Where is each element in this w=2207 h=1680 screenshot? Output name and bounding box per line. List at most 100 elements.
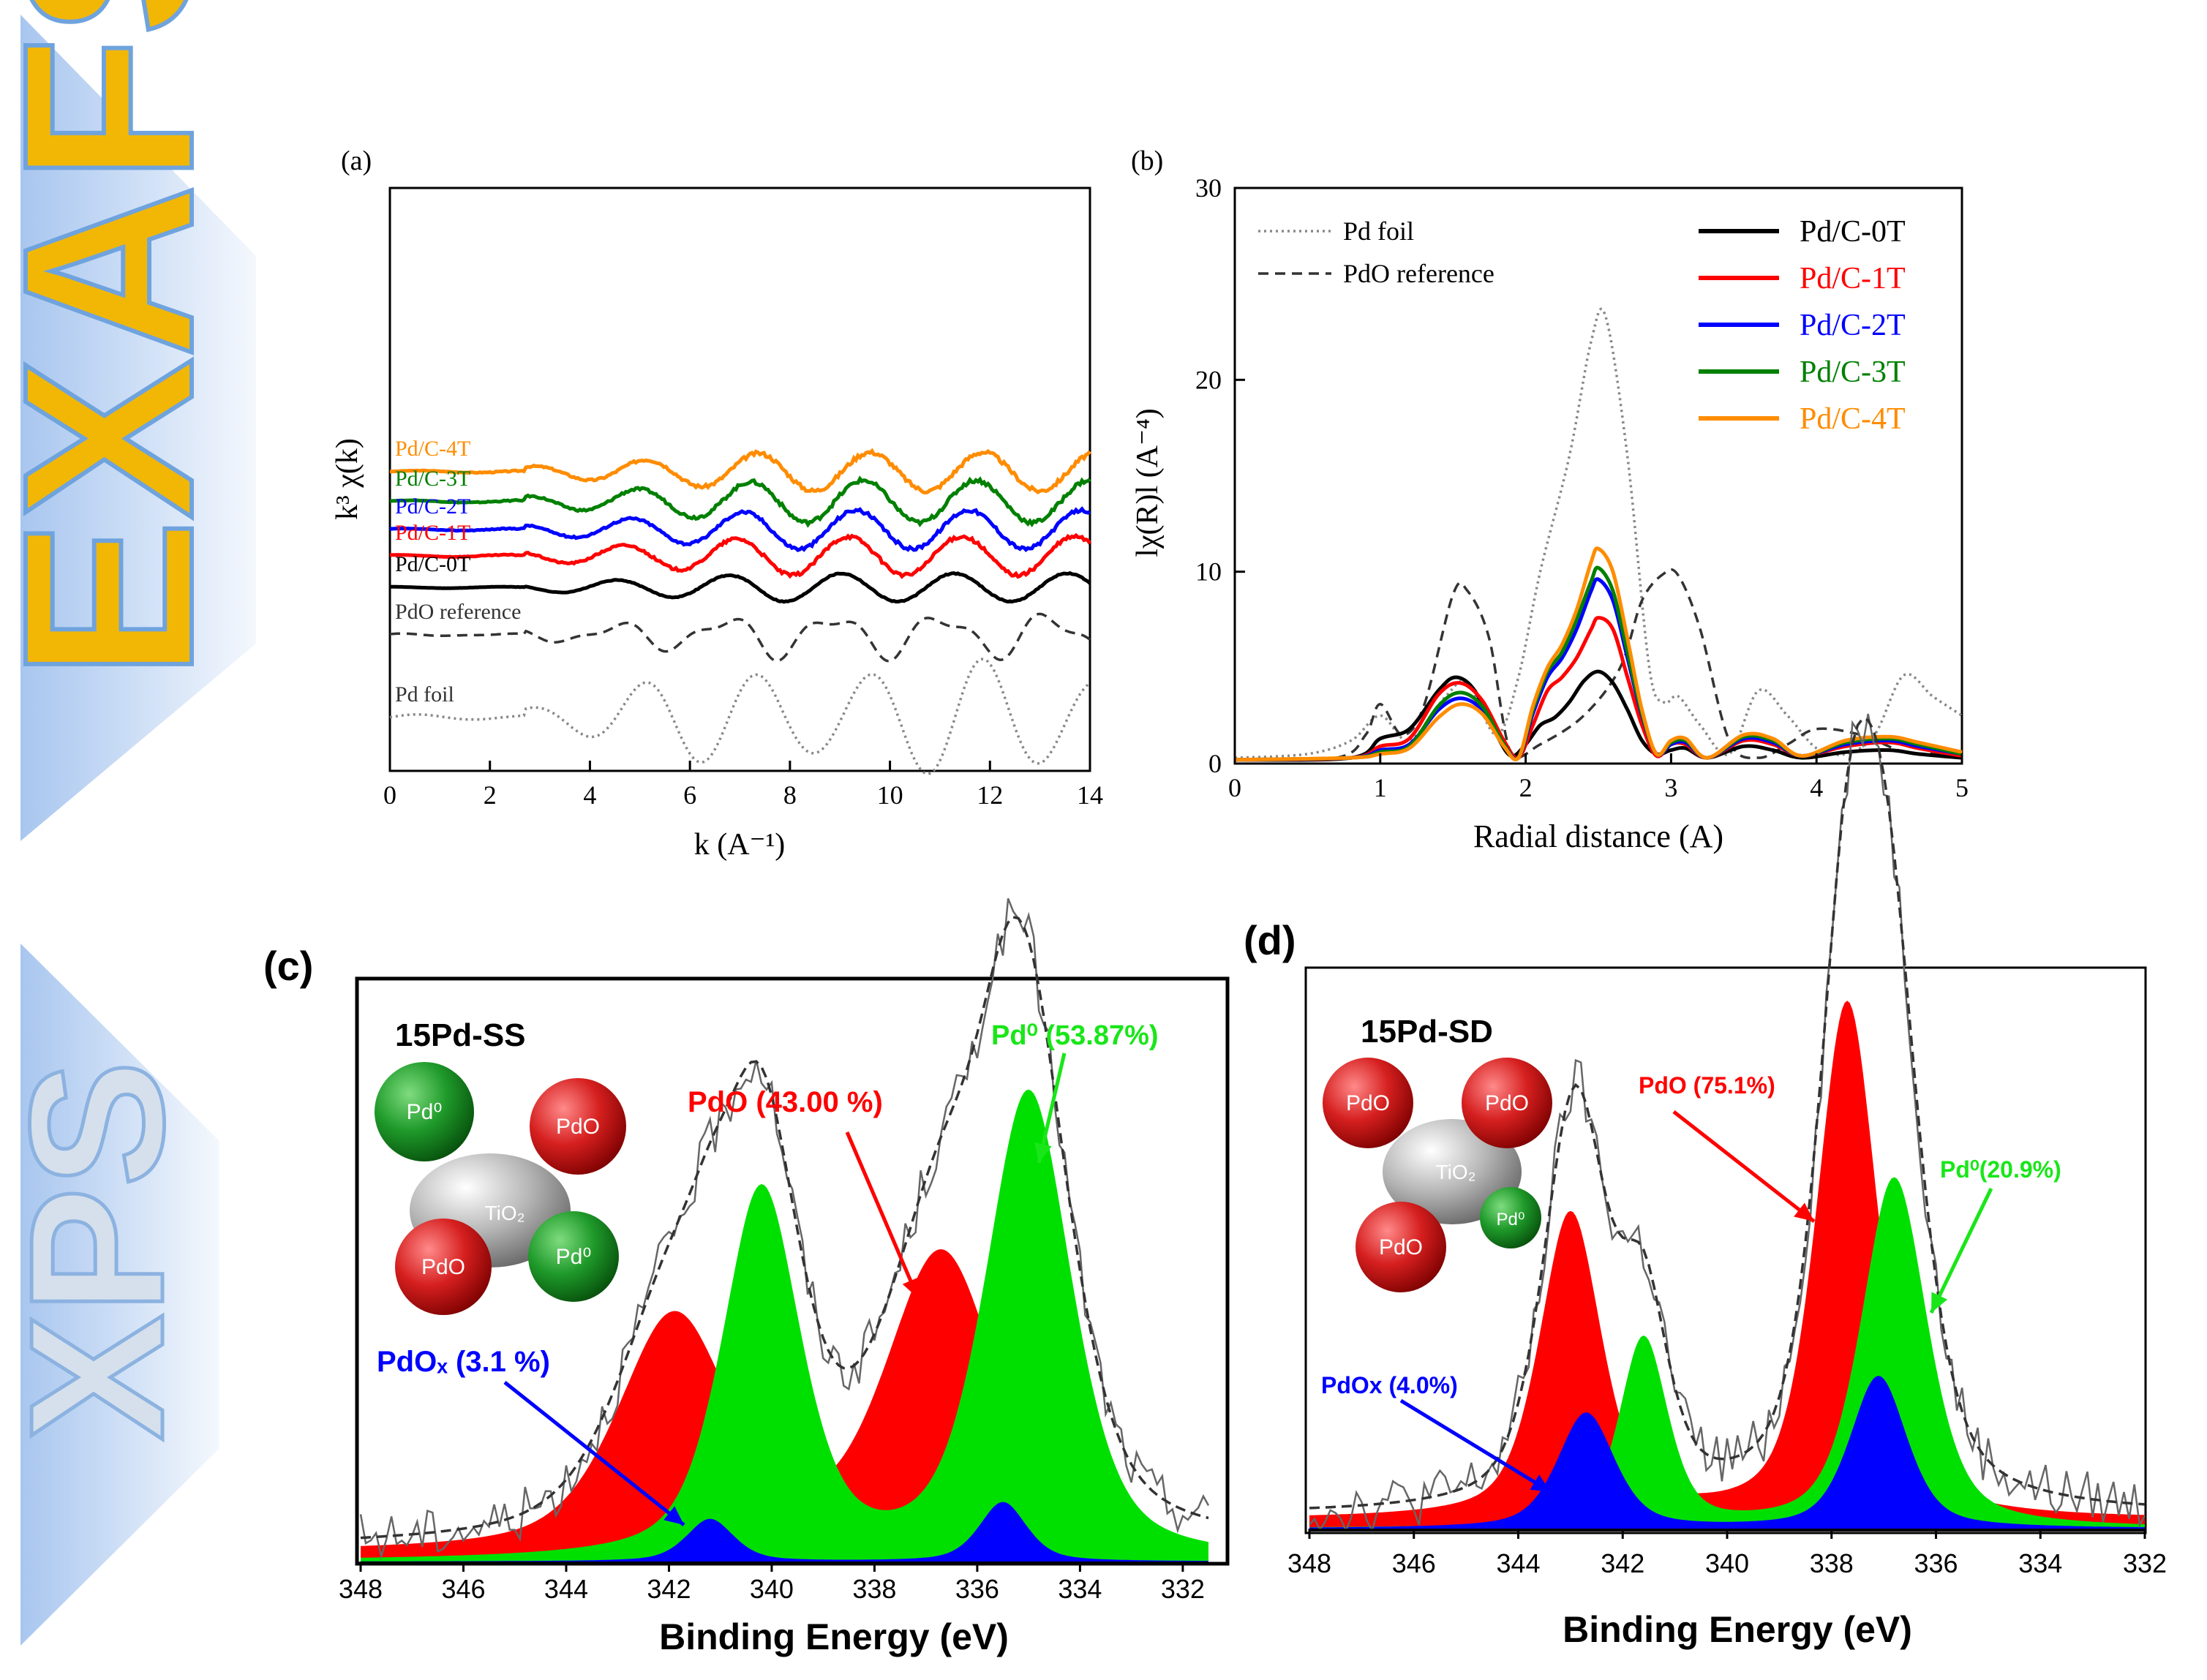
panel-d-pd0-particle <box>1480 1187 1541 1248</box>
panel-b-legend-label: Pd/C-2T <box>1800 309 1906 342</box>
panel-c-pd0-particle <box>375 1062 474 1161</box>
panel-d-component-pd-20-9 <box>1309 1177 2145 1529</box>
panel-a-x-tick-label: 6 <box>683 780 696 810</box>
panel-b-y-tick-label: 10 <box>1195 557 1222 587</box>
panel-d-fit-envelope <box>1309 716 2146 1510</box>
panel-a-series-label: Pd/C-3T <box>395 467 470 491</box>
panel-d-x-tick-label: 340 <box>1705 1548 1749 1578</box>
panel-d-raw-spectrum <box>1309 713 2146 1534</box>
panel-d-x-tick-label: 332 <box>2123 1548 2167 1578</box>
panel-b-legend-label: Pd/C-1T <box>1800 262 1906 295</box>
panel-b-legend-label: Pd/C-4T <box>1800 402 1906 436</box>
panel-d-x-tick-label: 348 <box>1287 1548 1331 1578</box>
panel-c-annotation-arrowhead <box>663 1506 684 1525</box>
panel-c-sample-label: 15Pd-SS <box>395 1017 526 1053</box>
panel-b-x-tick-label: 3 <box>1664 773 1677 802</box>
panel-d-label: (d) <box>1244 917 1296 963</box>
panel-d-particle-label: PdO <box>1485 1091 1529 1115</box>
panel-a-frame <box>388 187 1091 772</box>
panel-c-x-tick-label: 332 <box>1161 1574 1205 1604</box>
panel-d-x-tick-label: 334 <box>2018 1548 2062 1578</box>
panel-c-x-tick-label: 348 <box>339 1574 383 1604</box>
panel-d-annotation-arrow <box>1399 1398 1552 1494</box>
panel-b-legend-label: Pd/C-0T <box>1800 215 1906 249</box>
panel-b-series-pdo-reference <box>1234 568 1963 762</box>
panel-d-x-tick-label: 342 <box>1601 1548 1644 1578</box>
panel-c-annotation-arrow <box>503 1381 685 1526</box>
panel-a-series-pd-c-0t <box>389 570 1091 604</box>
panel-a-y-axis-label: k³ χ(k) <box>331 438 364 520</box>
panel-c-particle-label: PdO <box>421 1255 465 1279</box>
panel-c-particle-label: PdO <box>556 1115 600 1139</box>
panel-a-series-label: PdO reference <box>395 600 521 624</box>
panel-d-particle-label: Pd⁰ <box>1497 1210 1525 1229</box>
panel-c-xps-15pd-ss: (c) 348 346 344 342 340 338 336 334 332 15Pd-SS P… <box>263 897 1230 1657</box>
panel-d-annotation-pd-20-9: Pd⁰(20.9%) <box>1940 1156 2061 1183</box>
panel-b-y-axis-label: lχ(R)l (A⁻⁴) <box>1131 408 1165 557</box>
panel-a-x-tick-label: 2 <box>484 780 497 810</box>
panel-d-tio2-label: TiO₂ <box>1436 1161 1476 1183</box>
panel-a-series-label: Pd/C-0T <box>395 552 470 576</box>
panel-a-series-pd-c-1t <box>389 532 1092 579</box>
panel-b-frame <box>1233 187 1963 765</box>
panel-a-series-label: Pd/C-2T <box>395 494 470 519</box>
panel-b-y-tick-label: 30 <box>1195 173 1222 203</box>
panel-d-pdo-particle <box>1356 1202 1446 1292</box>
panel-d-particle-label: PdO <box>1346 1091 1390 1115</box>
panel-b-exafs-r-space: (b) 0 1 2 3 4 5 0 10 20 30 Pd foil PdO reference Pd… <box>1131 146 1969 854</box>
panel-d-frame <box>1304 966 2147 1534</box>
panel-a-series-label: Pd/C-4T <box>395 437 470 461</box>
panel-d-x-tick-label: 338 <box>1810 1548 1854 1578</box>
panel-a-series-pd-c-3t <box>389 475 1091 528</box>
panel-d-annotation-arrow <box>1929 1187 1993 1314</box>
panel-d-x-tick-label: 346 <box>1392 1548 1436 1578</box>
panel-c-annotation-arrow <box>845 1131 920 1299</box>
panel-d-tio2-support <box>1383 1119 1522 1224</box>
panel-a-series-label: Pd/C-1T <box>395 521 470 545</box>
panel-c-annotation-pd-53-87: Pd⁰ (53.87%) <box>991 1020 1159 1051</box>
panel-b-legend-label: PdO reference <box>1343 259 1494 288</box>
panel-b-x-axis-label: Radial distance (A) <box>1473 818 1723 854</box>
panel-d-annotation-arrowhead <box>1931 1292 1948 1313</box>
panel-c-x-tick-label: 342 <box>647 1574 691 1604</box>
panel-c-tio2-label: TiO₂ <box>485 1202 525 1224</box>
panel-d-xps-15pd-sd: (d) 348 346 344 342 340 338 336 334 332 15Pd-SDP… <box>1244 713 2167 1650</box>
exafs-banner-arrow <box>20 15 256 841</box>
panel-b-x-tick-label: 2 <box>1519 773 1533 802</box>
panel-d-x-tick-label: 344 <box>1496 1548 1540 1578</box>
panel-b-series-pd-c-0t <box>1234 669 1963 762</box>
panel-a-x-tick-label: 14 <box>1077 780 1103 810</box>
panel-b-y-tick-label: 20 <box>1195 365 1222 394</box>
panel-d-x-tick-label: 336 <box>1914 1548 1958 1578</box>
panel-c-particle-label: Pd⁰ <box>556 1245 592 1269</box>
panel-c-pd0-particle <box>528 1211 619 1302</box>
panel-c-x-axis-label: Binding Energy (eV) <box>659 1616 1009 1657</box>
panel-b-series-pd-foil <box>1234 307 1963 759</box>
panel-a-x-tick-label: 10 <box>877 780 903 810</box>
panel-d-pdo-particle <box>1462 1058 1552 1148</box>
panel-c-x-tick-label: 340 <box>750 1574 794 1604</box>
panel-a-x-tick-label: 8 <box>783 780 797 810</box>
panel-b-legend-label: Pd/C-3T <box>1800 355 1906 389</box>
panel-d-annotation-pdox-4-0: PdOx (4.0%) <box>1321 1372 1458 1398</box>
panel-a-series-pdo-reference <box>389 612 1091 663</box>
panel-b-x-tick-label: 1 <box>1374 773 1387 802</box>
panel-a-series-label: Pd foil <box>395 682 454 707</box>
panel-d-pdo-particle <box>1323 1058 1413 1148</box>
panel-c-particle-label: Pd⁰ <box>407 1100 443 1124</box>
panel-a-x-axis-label: k (A⁻¹) <box>694 828 786 862</box>
panel-b-x-tick-label: 4 <box>1810 773 1823 802</box>
panel-a-series-pd-foil <box>389 658 1091 775</box>
panel-c-x-tick-label: 338 <box>852 1574 896 1604</box>
panel-b-legend-label: Pd foil <box>1343 216 1414 246</box>
panel-c-annotation-arrowhead <box>1034 1142 1052 1163</box>
panel-b-x-tick-label: 5 <box>1955 773 1969 802</box>
panel-c-annotation-pdo-3-1: PdOₓ (3.1 %) <box>377 1346 550 1378</box>
panel-c-component-pdo-3-1 <box>361 1502 1208 1562</box>
panel-c-x-tick-label: 344 <box>544 1574 588 1604</box>
panel-c-label: (c) <box>263 943 313 989</box>
panel-c-x-tick-label: 334 <box>1058 1574 1102 1604</box>
xps-banner: XPS <box>0 943 219 1646</box>
panel-d-annotation-arrow <box>1672 1110 1816 1223</box>
